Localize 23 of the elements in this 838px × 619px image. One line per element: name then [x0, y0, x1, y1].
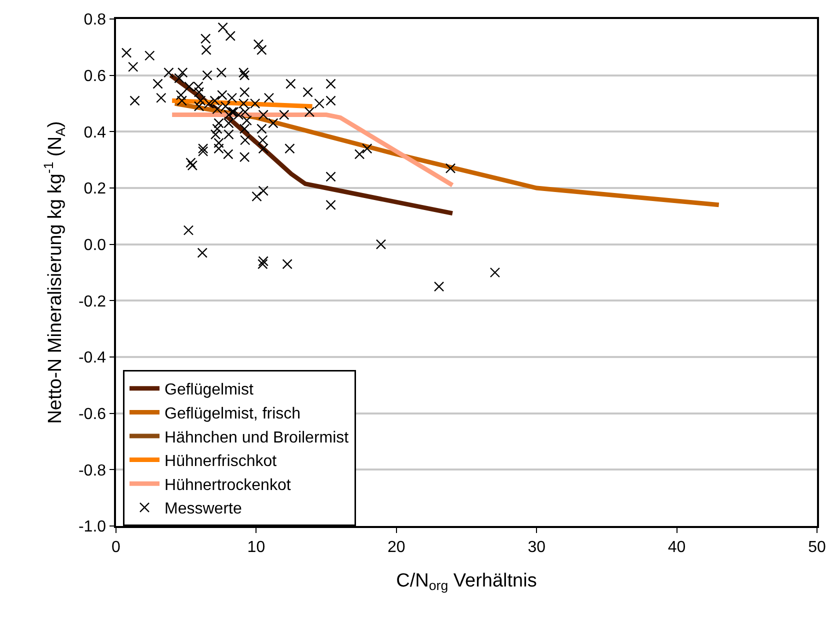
- y-tick-label: 0.8: [84, 12, 106, 29]
- y-tick-label: 0.0: [84, 236, 106, 254]
- x-axis-title: C/N$_{org}$ Verhältnis: [396, 570, 537, 594]
- y-tick-label: -0.8: [78, 462, 106, 480]
- x-tick-label: 0: [112, 538, 121, 556]
- y-tick-label: -0.4: [78, 350, 106, 367]
- legend-label: Hühnertrockenkot: [164, 476, 292, 494]
- x-tick-label: 20: [388, 538, 406, 556]
- y-tick-label: 0.6: [84, 68, 106, 85]
- y-tick-label: -1.0: [78, 518, 106, 536]
- legend-label: Hähnchen und Broilermist: [164, 429, 350, 446]
- x-tick-label: 50: [808, 538, 826, 556]
- legend-label: Geflügelmist: [164, 382, 254, 399]
- legend-label: Geflügelmist, frisch: [164, 405, 301, 422]
- legend-label: Hühnerfrischkot: [164, 453, 278, 470]
- legend-label: Messwerte: [164, 500, 242, 518]
- x-tick-label: 40: [668, 538, 686, 556]
- x-tick-label: 10: [247, 538, 266, 556]
- y-tick-label: -0.2: [78, 293, 106, 310]
- x-tick-label: 30: [528, 538, 546, 556]
- y-tick-label: 0.2: [84, 180, 106, 198]
- y-tick-label: 0.4: [84, 124, 106, 142]
- y-tick-label: -0.6: [78, 406, 106, 423]
